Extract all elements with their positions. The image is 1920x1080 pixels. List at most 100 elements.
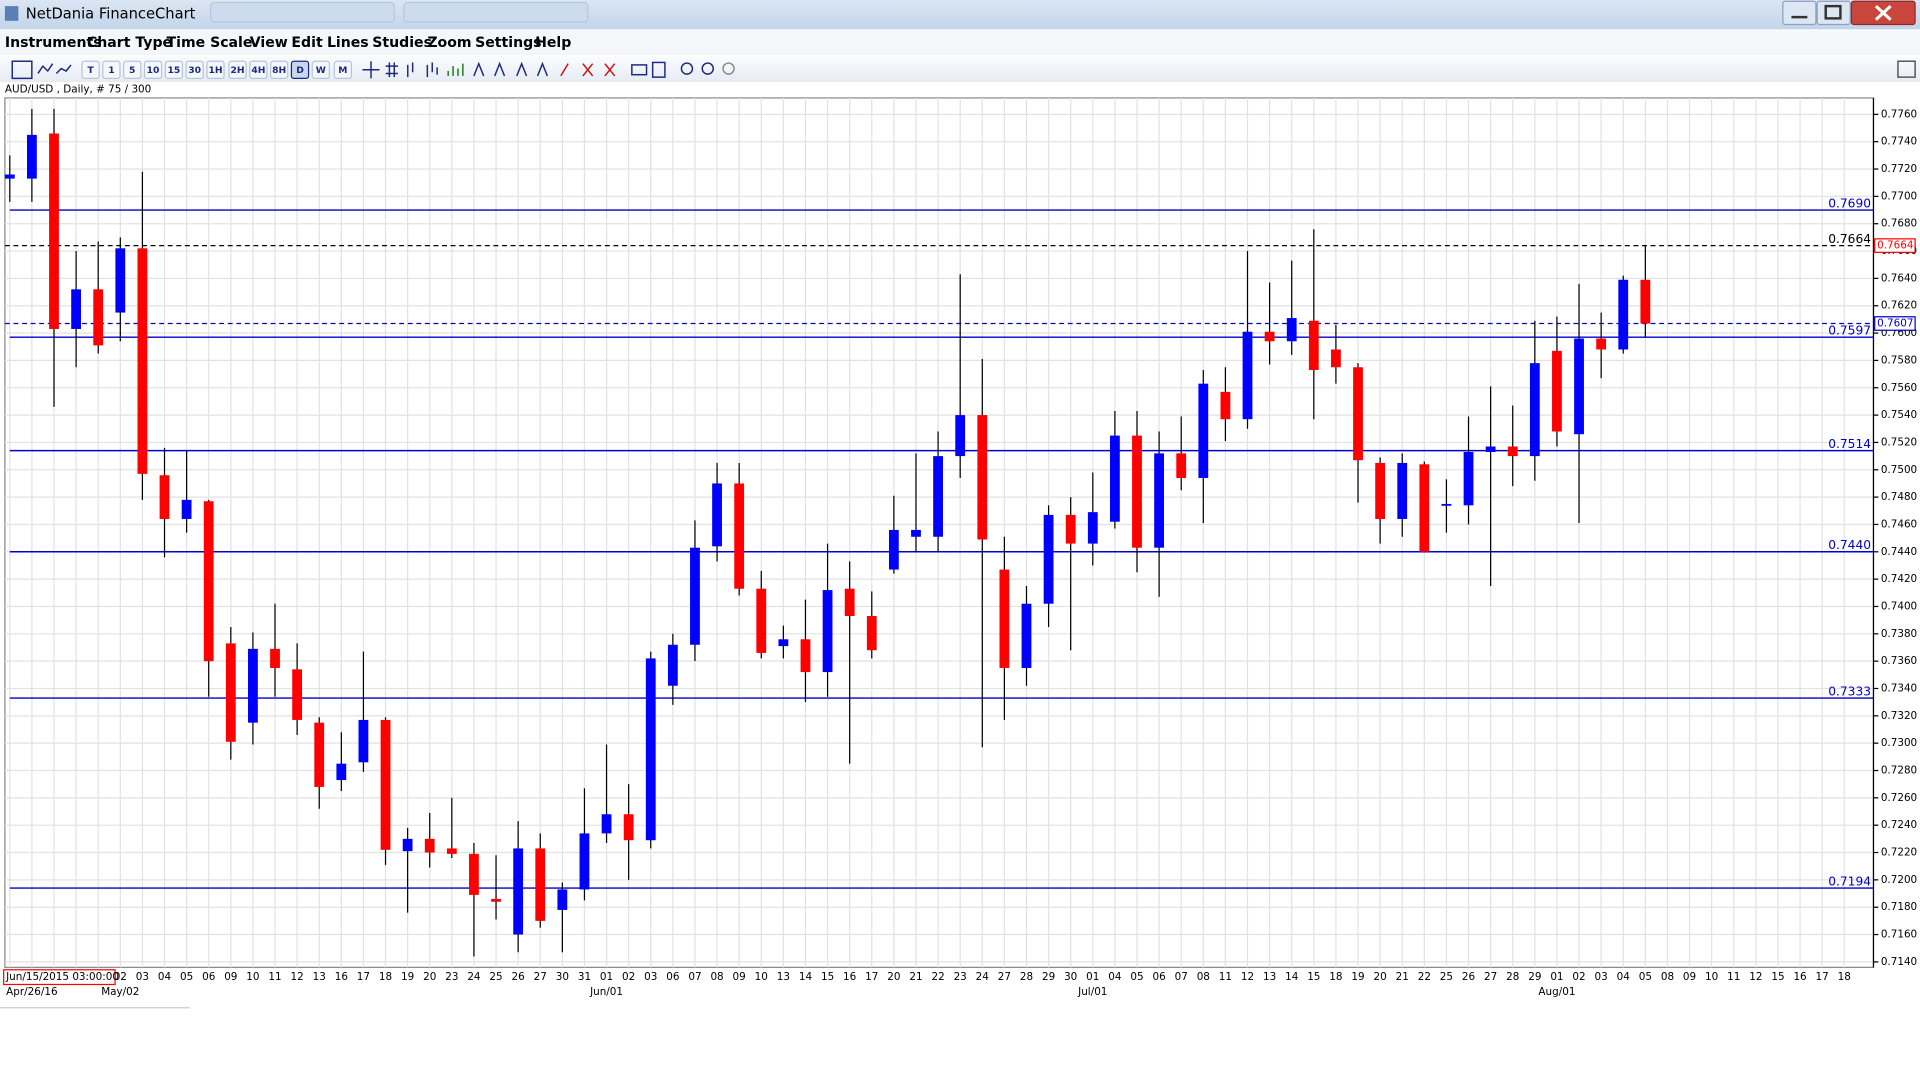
y-tick-label: 0.7300 bbox=[1881, 737, 1917, 749]
tool-icon[interactable] bbox=[11, 60, 33, 80]
timescale-label: 15 bbox=[167, 65, 180, 76]
candle-body bbox=[822, 590, 833, 673]
minimize-button[interactable] bbox=[1782, 0, 1817, 26]
y-tick-label: 0.7500 bbox=[1881, 464, 1917, 476]
x-tick-label: 06 bbox=[202, 971, 215, 983]
cursor-label: Jun/15/2015 03:00:00 bbox=[5, 971, 119, 983]
candle-body bbox=[800, 639, 811, 673]
timescale-label: 4H bbox=[251, 65, 265, 76]
candle-body bbox=[49, 133, 59, 329]
timescale-button[interactable] bbox=[81, 60, 100, 79]
candle-body bbox=[1485, 446, 1496, 453]
menu-item[interactable]: Instruments bbox=[5, 35, 102, 51]
candle-body bbox=[270, 648, 280, 668]
candle-body bbox=[71, 289, 81, 329]
x-tick-label: 19 bbox=[1351, 971, 1364, 983]
level-label: 0.7194 bbox=[1828, 874, 1871, 888]
background-tab[interactable] bbox=[403, 1, 589, 23]
tool-icon[interactable] bbox=[385, 62, 398, 78]
timescale-button[interactable] bbox=[333, 60, 353, 79]
candle-body bbox=[1529, 363, 1540, 457]
menu-item[interactable]: Studies bbox=[372, 35, 432, 51]
timescale-button[interactable] bbox=[311, 60, 330, 79]
x-tick-label: 13 bbox=[1263, 971, 1276, 983]
candle-body bbox=[203, 501, 214, 662]
background-tab[interactable] bbox=[210, 1, 395, 23]
tool-icon[interactable] bbox=[426, 62, 438, 78]
menu-item[interactable]: Settings bbox=[475, 35, 541, 51]
menu-item[interactable]: View bbox=[250, 35, 288, 51]
tool-icon[interactable] bbox=[680, 62, 694, 75]
candle-body bbox=[115, 248, 126, 313]
period-label: Jul/01 bbox=[1077, 986, 1107, 998]
timescale-button[interactable] bbox=[102, 60, 121, 79]
timescale-label: 1 bbox=[108, 65, 114, 76]
timescale-button[interactable] bbox=[185, 60, 204, 79]
candle-body bbox=[1308, 320, 1319, 370]
period-label: May/02 bbox=[101, 986, 139, 998]
x-tick-label: 29 bbox=[1528, 971, 1541, 983]
y-tick-label: 0.7560 bbox=[1881, 382, 1917, 394]
x-tick-label: 05 bbox=[1130, 971, 1143, 983]
menu-item[interactable]: Help bbox=[535, 35, 571, 51]
x-tick-label: 07 bbox=[688, 971, 701, 983]
timescale-label: W bbox=[316, 65, 326, 76]
y-tick-label: 0.7540 bbox=[1881, 409, 1917, 421]
x-tick-label: 02 bbox=[622, 971, 635, 983]
tool-icon[interactable] bbox=[55, 64, 72, 74]
y-tick-label: 0.7220 bbox=[1881, 847, 1917, 859]
level-label: 0.7514 bbox=[1828, 437, 1871, 451]
timescale-button[interactable] bbox=[123, 60, 142, 79]
tool-icon[interactable] bbox=[722, 62, 735, 75]
tool-icon[interactable] bbox=[37, 63, 54, 74]
candle-body bbox=[1640, 279, 1651, 324]
candle-body bbox=[535, 848, 546, 921]
tool-icon[interactable] bbox=[651, 61, 666, 78]
x-tick-label: 06 bbox=[666, 971, 679, 983]
x-tick-label: 02 bbox=[1572, 971, 1585, 983]
tool-icon[interactable] bbox=[701, 62, 714, 75]
candle-body bbox=[380, 719, 391, 850]
y-tick-label: 0.7640 bbox=[1881, 272, 1917, 284]
x-tick-label: 18 bbox=[1838, 971, 1851, 983]
candle-body bbox=[778, 639, 789, 647]
menu-item[interactable]: Chart Type bbox=[87, 35, 172, 51]
tool-icon[interactable] bbox=[473, 61, 549, 77]
tool-icon[interactable] bbox=[631, 64, 648, 76]
x-tick-label: 28 bbox=[1020, 971, 1033, 983]
candle-body bbox=[159, 475, 170, 519]
y-tick-label: 0.7420 bbox=[1881, 573, 1917, 585]
timescale-button[interactable] bbox=[164, 60, 184, 79]
y-tick-label: 0.7200 bbox=[1881, 874, 1917, 886]
timescale-button[interactable] bbox=[143, 60, 163, 79]
panel-toggle[interactable] bbox=[1897, 60, 1916, 78]
x-tick-label: 18 bbox=[379, 971, 392, 983]
menu-item[interactable]: Zoom bbox=[427, 35, 471, 51]
app-icon bbox=[4, 6, 19, 21]
menu-item[interactable]: Lines bbox=[327, 35, 369, 51]
axes: 0.7140 0.7160 0.7180 0.7200 0.7220 0.7240 0.72… bbox=[3, 97, 1917, 998]
timescale-button[interactable] bbox=[270, 60, 289, 79]
menu-item[interactable]: Edit bbox=[291, 35, 323, 51]
y-tick-label: 0.7620 bbox=[1881, 300, 1917, 312]
timescale-button[interactable] bbox=[290, 60, 310, 79]
candle-body bbox=[1286, 318, 1297, 342]
tool-icon[interactable] bbox=[447, 63, 464, 76]
price-box bbox=[1874, 238, 1916, 253]
tool-icon[interactable] bbox=[560, 63, 616, 77]
candle-body bbox=[579, 833, 590, 890]
timescale-button[interactable] bbox=[206, 60, 225, 79]
tool-icon[interactable] bbox=[407, 62, 414, 78]
maximize-button[interactable] bbox=[1816, 0, 1851, 26]
candle-body bbox=[712, 483, 722, 547]
x-tick-label: 08 bbox=[1197, 971, 1210, 983]
menu-item[interactable]: Time Scale bbox=[167, 35, 253, 51]
cursor-label-box bbox=[3, 969, 116, 986]
timescale-button[interactable] bbox=[228, 60, 247, 79]
timescale-button[interactable] bbox=[249, 60, 268, 79]
tool-icon[interactable] bbox=[362, 61, 380, 79]
x-tick-label: 20 bbox=[887, 971, 900, 983]
toolbar-group: T 1 5 10 15 30 1H 2H 4H 8H D W M bbox=[81, 60, 353, 79]
candle-body bbox=[1353, 367, 1363, 461]
